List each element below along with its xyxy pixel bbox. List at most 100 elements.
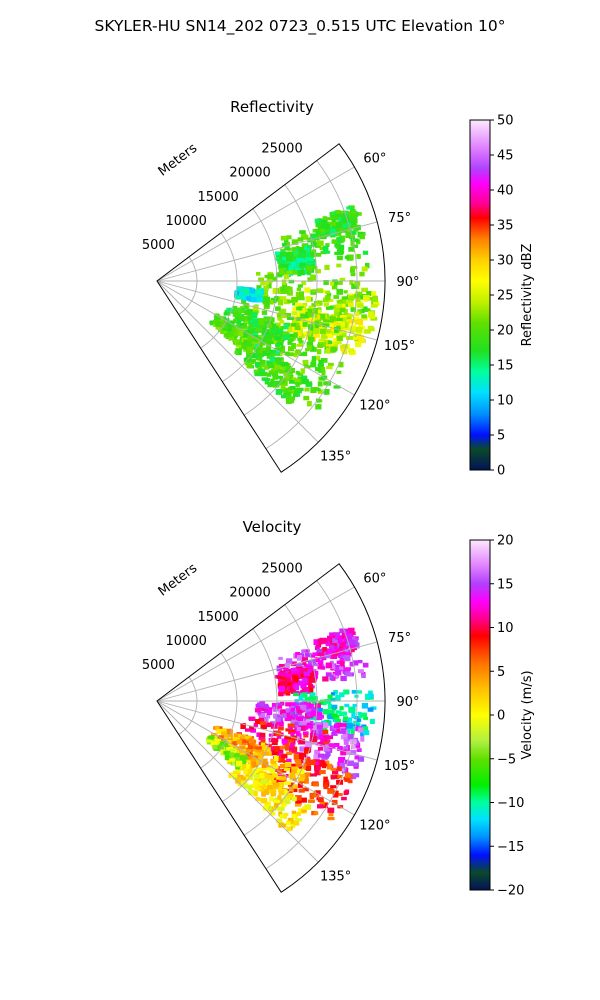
echo-gate xyxy=(264,320,271,325)
echo-gate xyxy=(295,652,300,658)
echo-gate xyxy=(253,755,258,759)
echo-gate xyxy=(227,327,233,332)
echo-gate xyxy=(219,738,226,742)
echo-gate xyxy=(239,764,246,771)
echo-gate xyxy=(318,729,323,736)
echo-gate xyxy=(285,688,291,692)
echo-gate xyxy=(303,687,310,692)
echo-gate xyxy=(320,328,326,335)
echo-gate xyxy=(277,328,283,335)
echo-gate xyxy=(249,745,256,750)
echo-gate xyxy=(309,252,315,258)
echo-gate xyxy=(306,341,314,347)
echo-gate xyxy=(315,367,322,372)
echo-gate xyxy=(267,340,274,345)
echo-gate xyxy=(293,322,300,327)
echo-gate xyxy=(317,389,323,394)
echo-gate xyxy=(274,799,280,803)
range-tick-label: 25000 xyxy=(261,562,302,577)
azimuth-gridline xyxy=(156,641,378,702)
echo-gate xyxy=(280,754,288,758)
echo-gate xyxy=(296,811,301,816)
echo-gate xyxy=(302,379,309,384)
echo-gate xyxy=(296,343,304,347)
echo-gate xyxy=(246,736,252,740)
echo-gate xyxy=(239,758,247,765)
echo-gate xyxy=(291,719,297,726)
echo-gate xyxy=(336,263,342,268)
echo-gate xyxy=(243,345,248,350)
echo-gate xyxy=(299,296,305,301)
echo-gate xyxy=(336,281,343,285)
echo-gate xyxy=(350,662,355,667)
echo-gate xyxy=(316,648,323,653)
echo-gate xyxy=(291,377,297,382)
echo-gate xyxy=(288,726,294,732)
echo-gate xyxy=(336,222,341,228)
echo-gate xyxy=(319,247,325,251)
colorbar-tick-label: 50 xyxy=(497,114,514,129)
echo-gate xyxy=(326,228,333,232)
echo-gate xyxy=(331,219,336,223)
echo-gate xyxy=(230,744,236,748)
echo-gate xyxy=(284,736,292,740)
echo-gate xyxy=(294,754,300,760)
echo-gate xyxy=(291,702,296,706)
echo-gate xyxy=(297,376,304,380)
echo-gate xyxy=(329,298,334,303)
echo-gate xyxy=(247,344,254,350)
echo-gate xyxy=(264,379,270,385)
echo-gate xyxy=(313,639,320,645)
azimuth-tick-label: 90° xyxy=(396,695,419,710)
echo-gate xyxy=(233,753,240,757)
echo-gate xyxy=(298,291,304,297)
echo-gate xyxy=(290,323,296,327)
echo-gate xyxy=(302,721,307,725)
echo-gate xyxy=(284,746,290,751)
echo-gate xyxy=(295,302,302,307)
echo-gate xyxy=(368,311,375,317)
echo-gate xyxy=(266,316,273,322)
echo-gate xyxy=(266,282,272,289)
echo-gate xyxy=(246,352,253,359)
echo-gate xyxy=(354,694,359,698)
echo-gate xyxy=(258,786,265,792)
range-tick-label: 5000 xyxy=(142,238,175,253)
echo-gate xyxy=(318,338,326,342)
echo-gate xyxy=(279,814,285,819)
echo-gate xyxy=(235,349,242,356)
echo-gate xyxy=(338,757,345,762)
echo-gate xyxy=(293,353,298,358)
echo-gate xyxy=(322,323,330,328)
echo-gate xyxy=(299,702,305,706)
echo-gate xyxy=(289,397,295,404)
echo-gate xyxy=(223,750,231,755)
echo-gate xyxy=(296,258,302,264)
echo-gate xyxy=(267,722,272,728)
echo-gate xyxy=(270,737,276,742)
echo-gate xyxy=(263,365,268,370)
echo-gate xyxy=(288,279,295,284)
echo-gate xyxy=(318,359,324,366)
echo-gate xyxy=(295,291,301,297)
echo-gate xyxy=(260,712,266,719)
echo-gate xyxy=(216,728,224,734)
echo-gate xyxy=(221,324,226,330)
echo-gate xyxy=(344,772,351,779)
echo-gate xyxy=(340,728,346,734)
echo-gate xyxy=(272,325,279,330)
echo-gate xyxy=(318,742,324,746)
echo-gate xyxy=(330,775,336,780)
echo-gate xyxy=(338,361,344,368)
echo-gate xyxy=(311,706,316,711)
echo-gate xyxy=(348,348,355,353)
echo-gate xyxy=(271,762,278,767)
echo-gate xyxy=(279,763,286,769)
echo-gate xyxy=(248,716,254,720)
echo-gate xyxy=(250,289,256,294)
echo-gate xyxy=(357,669,364,674)
echo-gate xyxy=(274,336,281,341)
azimuth-tick-label: 105° xyxy=(384,759,415,774)
echo-gate xyxy=(305,312,311,316)
echo-gate xyxy=(248,327,255,332)
